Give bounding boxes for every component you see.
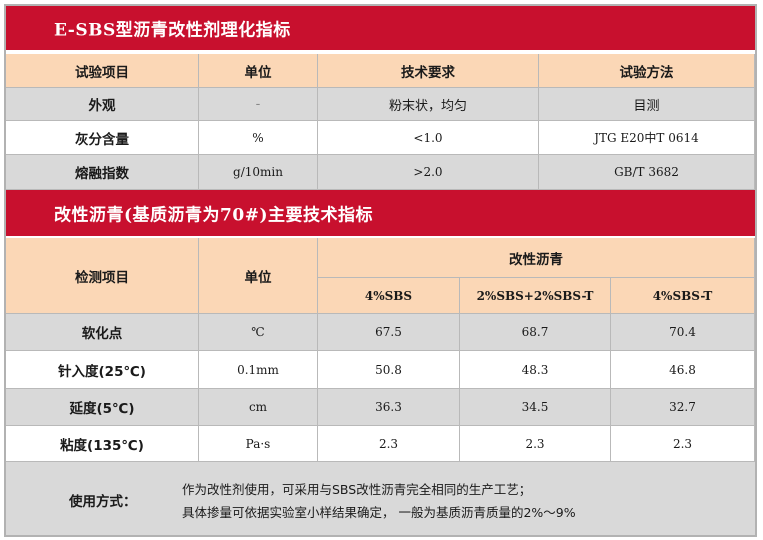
t2-row4-val3: 2.3 xyxy=(611,426,755,462)
t2-row3-val3: 32.7 xyxy=(611,389,755,426)
t2-row1-val1: 67.5 xyxy=(318,314,460,351)
t2-row3-unit: cm xyxy=(199,389,318,426)
t1-header-method: 试验方法 xyxy=(539,54,755,88)
t1-row1-requirement: 粉末状，均匀 xyxy=(318,88,539,121)
table2-title-bar: 改性沥青(基质沥青为70#)主要技术指标 xyxy=(6,190,755,236)
t2-row2-val1: 50.8 xyxy=(318,351,460,389)
t2-row2-val3: 46.8 xyxy=(611,351,755,389)
table1-title: E-SBS型沥青改性剂理化指标 xyxy=(54,20,291,41)
t1-row3-unit: g/10min xyxy=(199,155,318,190)
usage-section: 使用方式： 作为改性剂使用，可采用与SBS改性沥青完全相同的生产工艺； 具体掺量… xyxy=(6,462,755,535)
t2-subheader-3: 4%SBS-T xyxy=(611,278,755,314)
t2-subheader-2: 2%SBS+2%SBS-T xyxy=(460,278,611,314)
t2-header-unit: 单位 xyxy=(199,238,318,314)
t2-row4-val1: 2.3 xyxy=(318,426,460,462)
spec-sheet: E-SBS型沥青改性剂理化指标 试验项目 单位 技术要求 试验方法 外观 - 粉… xyxy=(4,4,757,537)
table1-title-bar: E-SBS型沥青改性剂理化指标 xyxy=(6,6,755,50)
t2-header-group: 改性沥青 xyxy=(318,238,755,278)
t1-row3-requirement: >2.0 xyxy=(318,155,539,190)
t2-row1-val3: 70.4 xyxy=(611,314,755,351)
t2-row3-item: 延度(5℃) xyxy=(6,389,199,426)
usage-line-1: 作为改性剂使用，可采用与SBS改性沥青完全相同的生产工艺； xyxy=(182,482,532,497)
t1-row2-unit: % xyxy=(199,121,318,155)
t1-row1-item: 外观 xyxy=(6,88,199,121)
t1-header-item: 试验项目 xyxy=(6,54,199,88)
t2-row2-val2: 48.3 xyxy=(460,351,611,389)
t2-row4-unit: Pa·s xyxy=(199,426,318,462)
t1-header-unit: 单位 xyxy=(199,54,318,88)
t2-header-item: 检测项目 xyxy=(6,238,199,314)
t1-row2-item: 灰分含量 xyxy=(6,121,199,155)
t2-row4-val2: 2.3 xyxy=(460,426,611,462)
t2-row3-val1: 36.3 xyxy=(318,389,460,426)
t2-row4-item: 粘度(135℃) xyxy=(6,426,199,462)
t1-header-requirement: 技术要求 xyxy=(318,54,539,88)
t2-row1-unit: ℃ xyxy=(199,314,318,351)
t2-row2-unit: 0.1mm xyxy=(199,351,318,389)
table2-title: 改性沥青(基质沥青为70#)主要技术指标 xyxy=(54,205,373,226)
t2-row1-val2: 68.7 xyxy=(460,314,611,351)
t1-row1-method: 目测 xyxy=(539,88,755,121)
t1-row3-method: GB/T 3682 xyxy=(539,155,755,190)
t2-row2-item: 针入度(25℃) xyxy=(6,351,199,389)
t1-row2-method: JTG E20中T 0614 xyxy=(539,121,755,155)
usage-label: 使用方式： xyxy=(69,494,137,510)
t2-row3-val2: 34.5 xyxy=(460,389,611,426)
t2-row1-item: 软化点 xyxy=(6,314,199,351)
t1-row2-requirement: <1.0 xyxy=(318,121,539,155)
t2-subheader-1: 4%SBS xyxy=(318,278,460,314)
t1-row3-item: 熔融指数 xyxy=(6,155,199,190)
t1-row1-unit: - xyxy=(199,88,318,121)
usage-line-2: 具体掺量可依据实验室小样结果确定， 一般为基质沥青质量的2%～9% xyxy=(182,505,576,520)
